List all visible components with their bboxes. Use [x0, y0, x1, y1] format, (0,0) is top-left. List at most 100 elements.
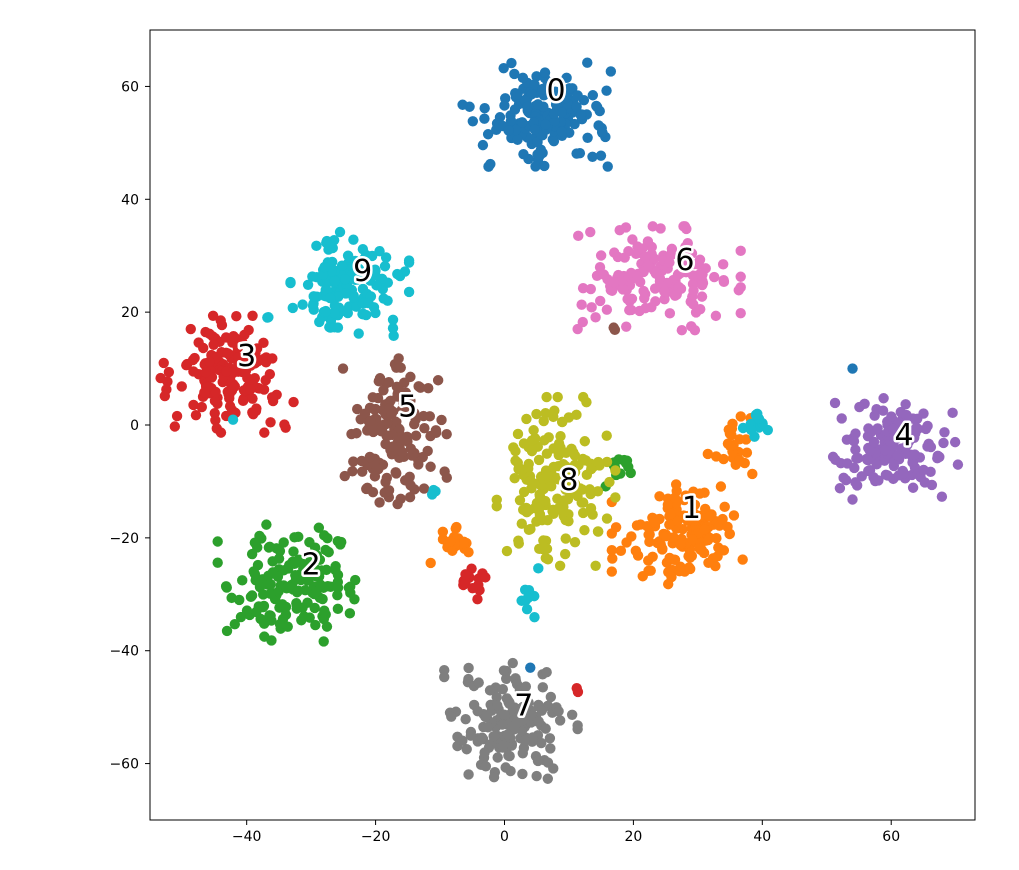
scatter-point [649, 517, 659, 527]
scatter-point [201, 367, 211, 377]
scatter-point [553, 706, 563, 716]
scatter-point [379, 293, 389, 303]
scatter-point [947, 408, 957, 418]
scatter-point [622, 294, 632, 304]
scatter-point [704, 511, 714, 521]
scatter-point [671, 479, 681, 489]
scatter-point [659, 286, 669, 296]
scatter-point [425, 462, 435, 472]
scatter-point [330, 565, 340, 575]
scatter-point [578, 317, 588, 327]
scatter-point [281, 583, 291, 593]
scatter-point [694, 543, 704, 553]
scatter-point [463, 769, 473, 779]
scatter-point [368, 487, 378, 497]
scatter-point [616, 546, 626, 556]
scatter-point [516, 464, 526, 474]
scatter-point [576, 299, 586, 309]
y-tick-label: 20 [121, 305, 139, 321]
scatter-point [621, 321, 631, 331]
scatter-point [262, 312, 272, 322]
scatter-point [472, 706, 482, 716]
scatter-point [399, 435, 409, 445]
scatter-point [697, 291, 707, 301]
scatter-point [640, 252, 650, 262]
scatter-point [643, 530, 653, 540]
scatter-point [325, 293, 335, 303]
cluster-label-2: 2 [302, 548, 321, 583]
scatter-point [457, 100, 467, 110]
scatter-point [309, 291, 319, 301]
scatter-point [293, 532, 303, 542]
scatter-point [581, 397, 591, 407]
scatter-point [188, 366, 198, 376]
scatter-point [481, 761, 491, 771]
scatter-point [170, 421, 180, 431]
scatter-point [419, 423, 429, 433]
scatter-point [542, 449, 552, 459]
scatter-point [880, 445, 890, 455]
scatter-point [540, 119, 550, 129]
scatter-point [441, 429, 451, 439]
scatter-point [754, 414, 764, 424]
scatter-point [666, 572, 676, 582]
scatter-point [542, 515, 552, 525]
scatter-point [330, 276, 340, 286]
scatter-point [231, 311, 241, 321]
scatter-point [703, 558, 713, 568]
scatter-point [585, 484, 595, 494]
scatter-point [354, 328, 364, 338]
scatter-point [638, 571, 648, 581]
scatter-point [606, 66, 616, 76]
scatter-point [275, 619, 285, 629]
scatter-point [208, 311, 218, 321]
scatter-point [204, 329, 214, 339]
scatter-point [345, 608, 355, 618]
scatter-point [591, 101, 601, 111]
scatter-point [685, 564, 695, 574]
scatter-point [517, 117, 527, 127]
scatter-point [939, 427, 949, 437]
scatter-point [396, 362, 406, 372]
scatter-point [333, 604, 343, 614]
scatter-point [720, 502, 730, 512]
scatter-point [572, 720, 582, 730]
scatter-point [348, 235, 358, 245]
scatter-point [160, 391, 170, 401]
scatter-point [310, 603, 320, 613]
scatter-point [319, 262, 329, 272]
scatter-point [841, 475, 851, 485]
scatter-point [545, 743, 555, 753]
scatter-point [314, 523, 324, 533]
scatter-point [578, 283, 588, 293]
x-tick-label: 60 [882, 829, 900, 845]
scatter-point [499, 100, 509, 110]
scatter-point [404, 472, 414, 482]
scatter-point [333, 583, 343, 593]
scatter-point [869, 437, 879, 447]
scatter-point [670, 291, 680, 301]
scatter-point [519, 487, 529, 497]
cluster-label-8: 8 [559, 463, 578, 498]
scatter-point [922, 421, 932, 431]
scatter-chart: −40−200204060−60−40−2002040600123456789 [0, 0, 1019, 870]
scatter-point [595, 296, 605, 306]
scatter-point [533, 756, 543, 766]
scatter-point [358, 244, 368, 254]
scatter-point [542, 470, 552, 480]
scatter-point [650, 296, 660, 306]
scatter-point [377, 425, 387, 435]
scatter-point [199, 387, 209, 397]
scatter-point [610, 465, 620, 475]
scatter-point [517, 769, 527, 779]
scatter-point [230, 381, 240, 391]
scatter-point [849, 436, 859, 446]
scatter-point [371, 280, 381, 290]
scatter-point [854, 402, 864, 412]
scatter-point [319, 605, 329, 615]
cluster-label-6: 6 [675, 243, 694, 278]
scatter-point [489, 772, 499, 782]
scatter-point [512, 89, 522, 99]
scatter-point [908, 483, 918, 493]
scatter-point [830, 455, 840, 465]
